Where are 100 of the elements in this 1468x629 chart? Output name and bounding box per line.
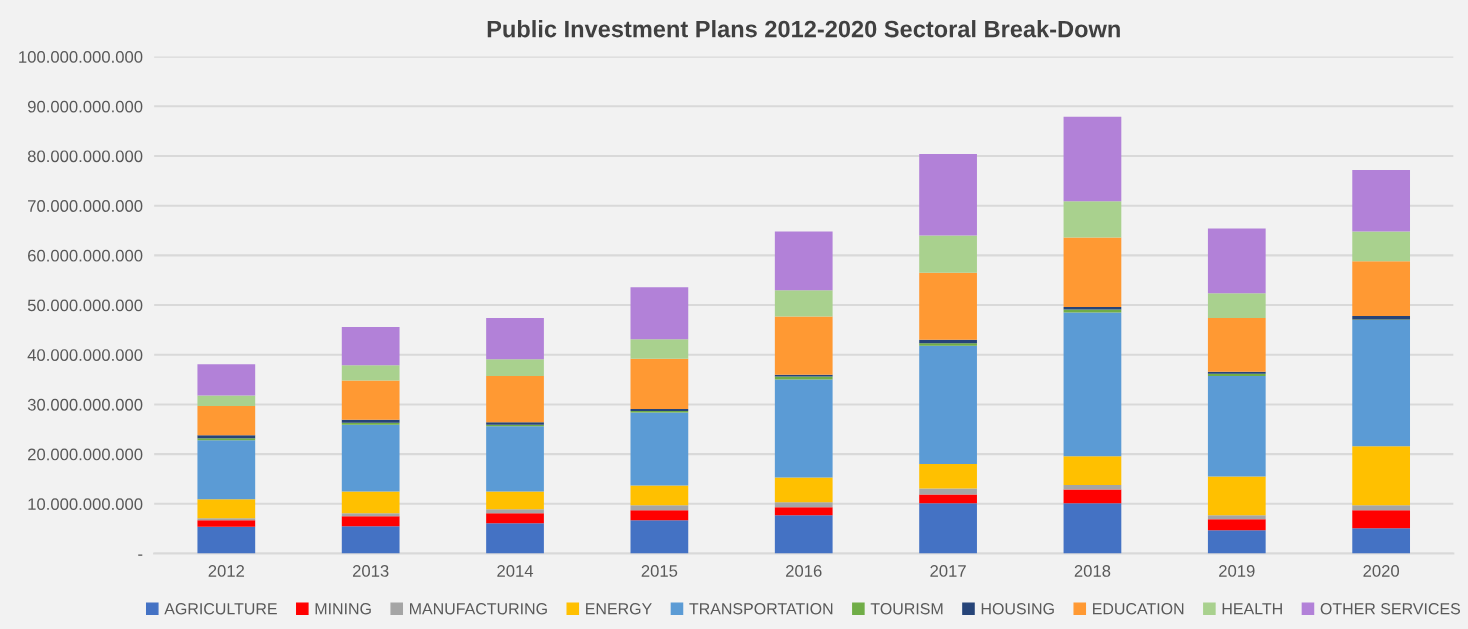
x-tick-label: 2018 (1074, 565, 1111, 577)
legend-label: HEALTH (1222, 603, 1282, 615)
bar (774, 231, 833, 291)
bar (197, 526, 256, 554)
bar (1207, 530, 1266, 554)
x-tick-label: 2014 (497, 565, 534, 577)
bar (1207, 519, 1266, 531)
bar (630, 485, 689, 506)
y-tick-label: 80.000.000.000 (27, 150, 143, 163)
bar (1063, 201, 1122, 238)
bar (341, 516, 400, 527)
bar (341, 526, 400, 554)
bar (1352, 319, 1411, 447)
bar (1352, 505, 1411, 511)
bar (197, 395, 256, 406)
y-tick-label: - (138, 554, 143, 556)
x-tick-label: 2016 (786, 565, 822, 577)
legend-label: HOUSING (981, 603, 1054, 615)
y-tick-label: 30.000.000.000 (27, 398, 143, 411)
bar (919, 235, 977, 273)
bar (1352, 231, 1411, 262)
bar (919, 154, 977, 236)
bar (774, 502, 833, 508)
bar (919, 494, 977, 504)
bar (1063, 503, 1122, 554)
bar (919, 503, 977, 554)
x-tick-label: 2012 (208, 565, 245, 577)
bar (341, 513, 400, 517)
legend-label: OTHER SERVICES (1320, 603, 1461, 615)
y-tick-label: 60.000.000.000 (28, 249, 143, 262)
bar (919, 464, 977, 489)
bar (486, 509, 544, 514)
bar (341, 424, 400, 492)
bar (919, 343, 977, 346)
legend-label: MANUFACTURING (410, 603, 547, 615)
bar (197, 520, 256, 527)
bar (919, 345, 977, 465)
bar (341, 365, 400, 381)
bar (774, 290, 833, 317)
bar (774, 477, 833, 503)
bar (1352, 510, 1411, 529)
legend-label: TRANSPORTATION (689, 603, 833, 615)
bar (341, 491, 400, 514)
bar (486, 376, 544, 423)
bar (1207, 228, 1266, 294)
y-tick-label: 10.000.000.000 (28, 498, 143, 511)
bar (630, 520, 689, 554)
bar (486, 523, 544, 554)
bar (1207, 317, 1266, 372)
bar (1352, 446, 1411, 506)
bar (197, 364, 256, 396)
chart-title: Public Investment Plans 2012-2020 Sectoral Break-Down (487, 20, 1120, 38)
bar (486, 359, 544, 377)
bar (486, 491, 544, 510)
y-tick-label: 40.000.000.000 (27, 349, 143, 361)
legend-label: AGRICULTURE (164, 603, 277, 615)
y-tick-label: 20.000.000.000 (28, 448, 143, 461)
y-tick-label: 100.000.000.000 (19, 51, 143, 63)
bar (1352, 261, 1411, 316)
bar (1207, 476, 1266, 516)
y-tick-label: 50.000.000.000 (27, 299, 143, 312)
bar (630, 287, 689, 340)
x-tick-label: 2020 (1363, 565, 1400, 577)
bar (197, 499, 256, 519)
bar (197, 405, 256, 436)
bar (1063, 312, 1122, 457)
x-tick-label: 2019 (1219, 565, 1255, 577)
legend-label: ENERGY (586, 603, 652, 615)
bar (630, 412, 689, 486)
bar (1063, 237, 1122, 308)
bar (630, 505, 689, 511)
legend-label: TOURISM (870, 603, 943, 615)
bar (486, 426, 544, 492)
bar (919, 272, 977, 340)
bar (919, 488, 977, 495)
x-tick-label: 2015 (641, 565, 678, 577)
bar (774, 507, 833, 516)
bar (774, 379, 833, 478)
bar (197, 440, 256, 500)
bar (486, 317, 544, 360)
legend-label: MINING (315, 603, 371, 615)
bar (1063, 456, 1122, 485)
bar (630, 339, 689, 359)
bar (630, 358, 689, 409)
bar (1207, 293, 1266, 318)
bar (341, 380, 400, 420)
x-tick-label: 2017 (930, 565, 966, 577)
bar (1207, 515, 1266, 520)
y-tick-label: 70.000.000.000 (28, 200, 143, 212)
bar (1207, 376, 1266, 477)
bar (1352, 169, 1411, 232)
bar (1063, 116, 1122, 202)
bar (1063, 489, 1122, 504)
bar (486, 513, 544, 524)
bar (774, 316, 833, 375)
x-tick-label: 2013 (352, 565, 389, 577)
bar (1352, 528, 1411, 554)
bar (774, 515, 833, 554)
legend-label: EDUCATION (1093, 603, 1184, 615)
bar (630, 510, 689, 521)
